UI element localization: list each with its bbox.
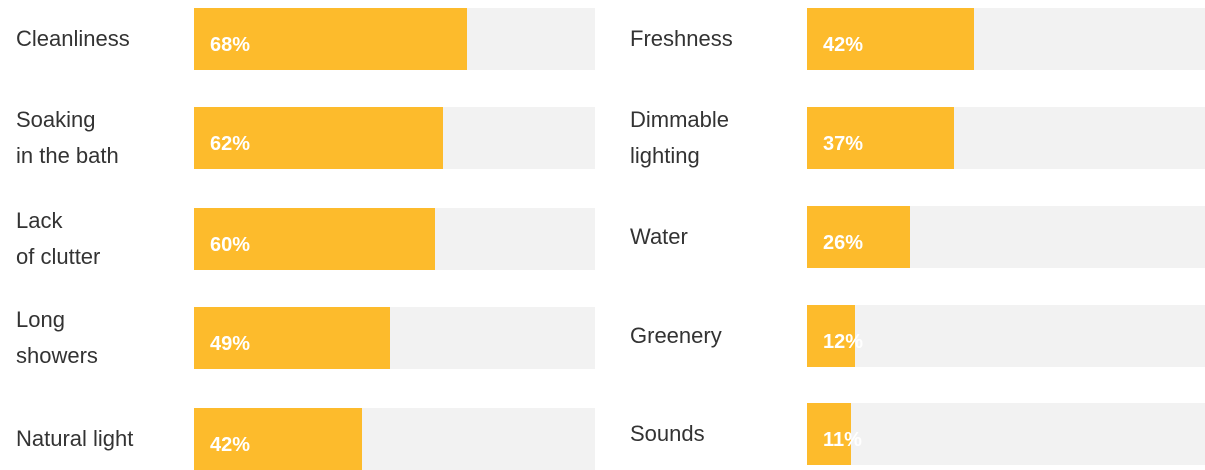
bar [194, 408, 363, 470]
value-label: 42% [823, 34, 864, 56]
value-label: 68% [210, 34, 251, 56]
category-label: Dimmable lighting [630, 107, 730, 168]
bar-track: 60% [194, 208, 595, 270]
bar-track: 49% [194, 307, 595, 369]
value-label: 26% [823, 232, 864, 254]
value-label: 11% [823, 429, 862, 451]
bar-track: 26% [807, 206, 1205, 268]
value-label: 42% [210, 434, 251, 456]
category-label: Freshness [630, 26, 733, 51]
bar-track: 42% [807, 8, 1205, 70]
bar-track: 42% [194, 408, 595, 470]
bar-track: 37% [807, 107, 1205, 169]
bar [807, 305, 855, 367]
bar [194, 208, 435, 270]
bar [807, 206, 911, 268]
value-label: 37% [823, 133, 864, 155]
bar [807, 8, 975, 70]
bar-track: 68% [194, 8, 595, 70]
category-label: Soaking in the bath [16, 107, 119, 168]
bar [194, 8, 467, 70]
value-label: 60% [210, 234, 251, 256]
bar [194, 307, 391, 369]
category-label: Greenery [630, 323, 722, 348]
bar-track: 62% [194, 107, 595, 169]
value-label: 12% [823, 331, 864, 353]
category-label: Long showers [16, 307, 98, 368]
bar [194, 107, 443, 169]
category-label: Lack of clutter [16, 208, 101, 269]
category-label: Cleanliness [16, 26, 130, 51]
category-label: Water [630, 224, 688, 249]
bar [807, 107, 955, 169]
value-label: 62% [210, 133, 251, 155]
bar [807, 403, 851, 465]
bar-track: 11% [807, 403, 1205, 465]
bar-track: 12% [807, 305, 1205, 367]
category-label: Sounds [630, 421, 705, 446]
value-label: 49% [210, 333, 251, 355]
category-label: Natural light [16, 426, 134, 451]
